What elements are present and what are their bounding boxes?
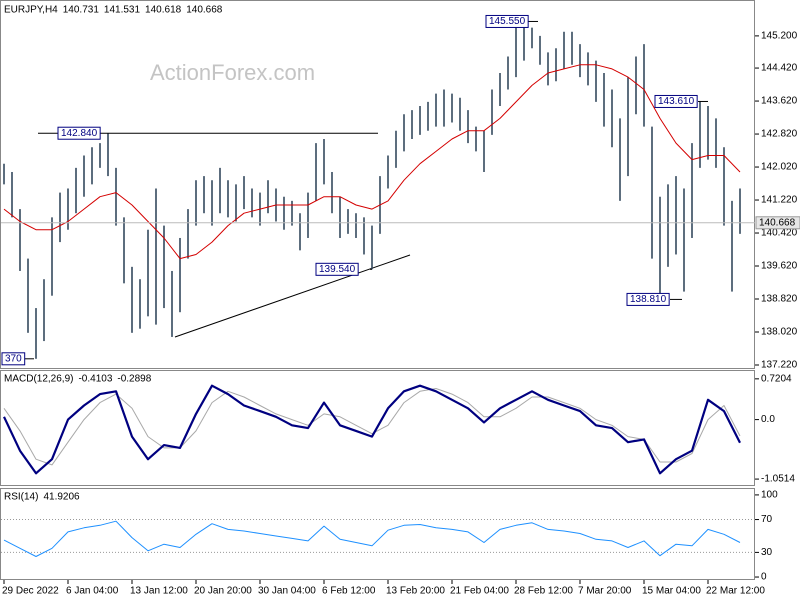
indicator-title: 41.9206 <box>43 492 80 503</box>
header-text: 140.731 <box>63 5 100 16</box>
annotation-box <box>315 262 359 276</box>
annotation-label: 138.810 <box>630 294 667 305</box>
x-tick-label: 6 Jan 04:00 <box>66 586 119 597</box>
x-tick-label: 7 Mar 20:00 <box>578 586 632 597</box>
x-tick-label: 15 Mar 04:00 <box>642 586 701 597</box>
watermark: ActionForex.com <box>150 60 315 85</box>
rsi-panel <box>0 488 755 580</box>
x-tick-label: 29 Dec 2022 <box>2 586 59 597</box>
y-tick-label: 138.820 <box>761 294 798 305</box>
y-tick-label: 143.620 <box>761 96 798 107</box>
y-tick-label: 100 <box>761 490 778 501</box>
last-price-box <box>755 216 800 230</box>
y-tick-label: 140.420 <box>761 228 798 239</box>
y-tick-label: 145.200 <box>761 31 798 42</box>
annotation-label: 370 <box>5 353 22 364</box>
y-tick-label: 70 <box>761 514 773 525</box>
x-tick-label: 6 Feb 12:00 <box>322 586 376 597</box>
y-tick-label: 139.620 <box>761 261 798 272</box>
indicator-line <box>3 64 741 260</box>
x-tick-label: 13 Jan 12:00 <box>130 586 188 597</box>
y-tick-label: 0.0 <box>761 414 775 425</box>
y-tick-label: 0 <box>761 572 767 583</box>
annotation-label: 145.550 <box>489 16 526 27</box>
indicator-line <box>3 520 741 557</box>
indicator-line <box>3 384 741 475</box>
x-tick-label: 30 Jan 04:00 <box>258 586 316 597</box>
y-tick-label: 142.020 <box>761 162 798 173</box>
header-text: 140.668 <box>186 5 223 16</box>
indicator-title: RSI(14) <box>4 492 38 503</box>
annotation-box <box>654 94 698 108</box>
indicator-title: MACD(12,26,9) <box>4 374 73 385</box>
header-text: 140.618 <box>145 5 182 16</box>
annotation-box <box>626 292 670 306</box>
annotation-box <box>57 126 101 140</box>
header-text: EURJPY,H4 <box>4 5 58 16</box>
x-tick-label: 22 Mar 12:00 <box>706 586 765 597</box>
indicator-title: -0.4103 <box>78 374 112 385</box>
x-tick-label: 28 Feb 12:00 <box>514 586 573 597</box>
y-tick-label: -1.0514 <box>761 474 795 485</box>
annotation-box <box>1 352 26 366</box>
annotation-label: 143.610 <box>658 96 695 107</box>
y-tick-label: 141.220 <box>761 195 798 206</box>
macd-panel <box>0 370 755 486</box>
annotation-label: 139.540 <box>319 264 356 275</box>
price-panel <box>0 0 755 369</box>
x-tick-label: 21 Feb 04:00 <box>450 586 509 597</box>
annotation-box <box>485 14 529 28</box>
y-tick-label: 142.820 <box>761 129 798 140</box>
x-tick-label: 20 Jan 20:00 <box>194 586 252 597</box>
trend-line <box>174 254 411 338</box>
header-text: 141.531 <box>104 5 141 16</box>
annotation-label: 142.840 <box>61 128 98 139</box>
y-tick-label: 138.020 <box>761 327 798 338</box>
x-tick-label: 13 Feb 20:00 <box>386 586 445 597</box>
y-tick-label: 144.420 <box>761 63 798 74</box>
y-tick-label: 30 <box>761 547 773 558</box>
y-tick-label: 137.220 <box>761 360 798 371</box>
indicator-title: -0.2898 <box>117 374 151 385</box>
indicator-line <box>3 388 741 466</box>
y-tick-label: 0.7204 <box>761 373 792 384</box>
last-price-label: 140.668 <box>759 217 796 228</box>
